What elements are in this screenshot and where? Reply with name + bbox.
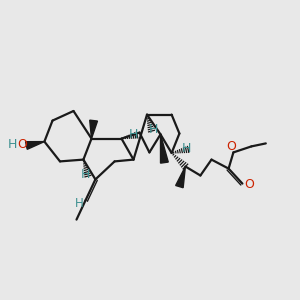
Text: O: O	[17, 138, 27, 152]
Text: H: H	[81, 167, 91, 181]
Polygon shape	[90, 120, 98, 139]
Text: H: H	[149, 122, 158, 136]
Polygon shape	[26, 142, 44, 149]
Text: H: H	[74, 197, 83, 210]
Polygon shape	[176, 167, 185, 188]
Text: O: O	[226, 140, 236, 153]
Text: O: O	[244, 178, 254, 191]
Polygon shape	[160, 134, 168, 163]
Text: H: H	[129, 128, 138, 141]
Text: H: H	[181, 142, 191, 155]
Text: H: H	[8, 138, 18, 152]
